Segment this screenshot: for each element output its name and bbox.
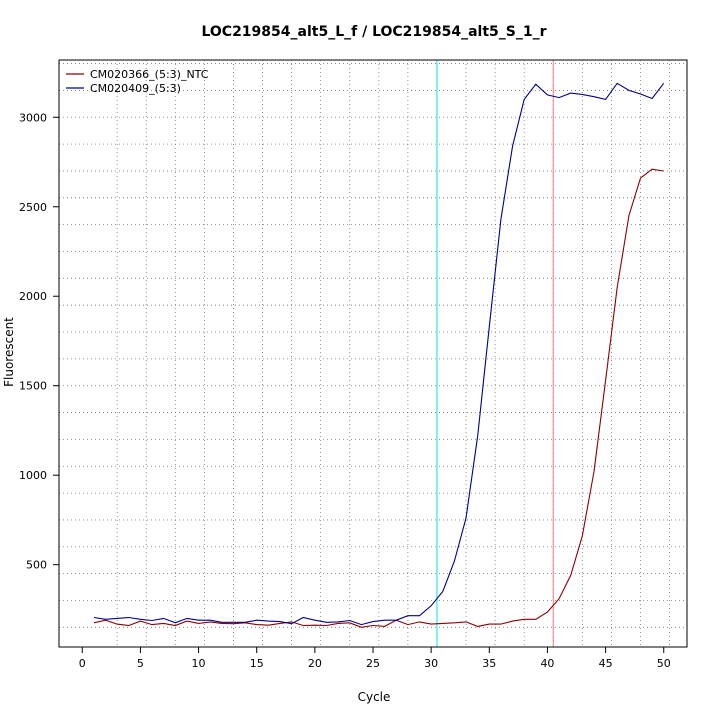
y-tick-label: 2000 xyxy=(19,290,47,303)
y-tick-label: 500 xyxy=(26,559,47,572)
x-tick-label: 35 xyxy=(482,657,496,670)
x-tick-label: 5 xyxy=(137,657,144,670)
series-line-1 xyxy=(93,168,664,628)
x-tick-label: 30 xyxy=(424,657,438,670)
x-tick-label: 20 xyxy=(308,657,322,670)
series-lines xyxy=(93,82,665,628)
y-axis-label: Fluorescent xyxy=(2,317,16,387)
grid xyxy=(59,60,687,647)
x-tick-label: 10 xyxy=(192,657,206,670)
x-tick-label: 15 xyxy=(250,657,264,670)
x-tick-label: 25 xyxy=(366,657,380,670)
y-tick-label: 1500 xyxy=(19,380,47,393)
legend-label-2: CM020409_(5:3) xyxy=(90,82,181,95)
y-tick-label: 2500 xyxy=(19,201,47,214)
x-tick-label: 50 xyxy=(657,657,671,670)
reference-lines xyxy=(436,60,554,647)
x-axis-label: Cycle xyxy=(358,690,391,704)
series-line-2 xyxy=(93,82,665,626)
x-tick-label: 0 xyxy=(79,657,86,670)
x-axis: 0 5 10 15 20 25 30 35 40 45 50 xyxy=(79,647,671,670)
legend-label-1: CM020366_(5:3)_NTC xyxy=(90,68,209,81)
x-tick-label: 45 xyxy=(599,657,613,670)
chart-title: LOC219854_alt5_L_f / LOC219854_alt5_S_1_… xyxy=(201,24,546,40)
x-tick-label: 40 xyxy=(540,657,554,670)
y-axis: 500 1000 1500 2000 2500 3000 xyxy=(19,111,59,572)
y-tick-label: 1000 xyxy=(19,469,47,482)
y-tick-label: 3000 xyxy=(19,111,47,124)
